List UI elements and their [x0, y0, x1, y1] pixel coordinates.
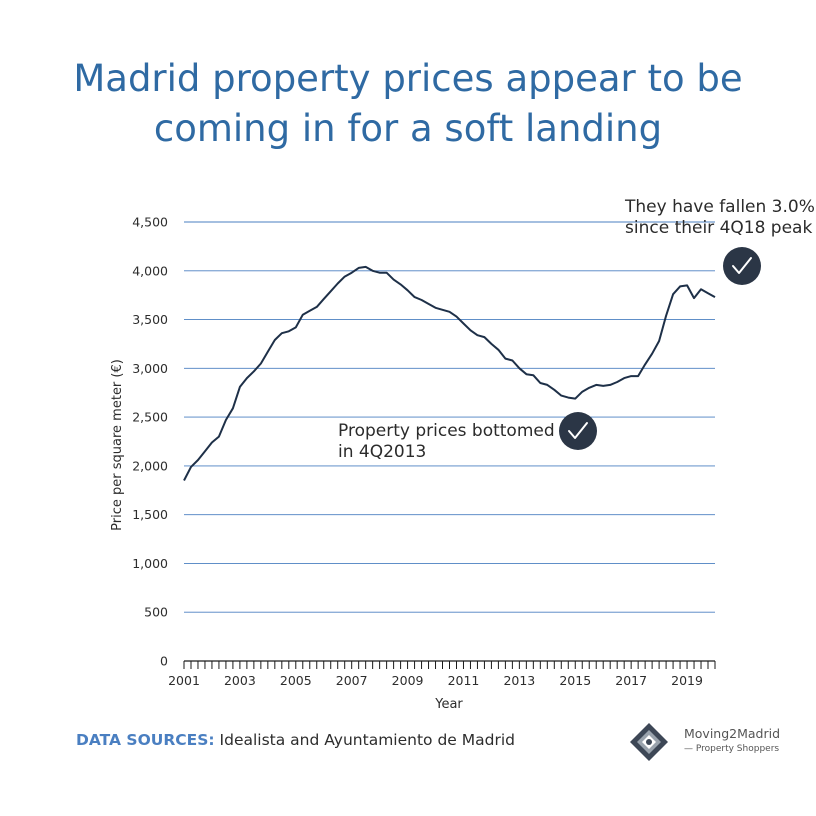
y-tick-label: 2,000: [132, 458, 168, 473]
x-tick-label: 2003: [224, 673, 256, 688]
check-badge-bottom: [559, 412, 597, 450]
logo-brand-name: Moving2Madrid: [684, 726, 781, 741]
check-badge-peak: [723, 247, 761, 285]
y-tick-label: 1,000: [132, 556, 168, 571]
title-line-1: Madrid property prices appear to be: [73, 57, 743, 100]
annotation-peak: They have fallen 3.0% since their 4Q18 p…: [625, 197, 815, 238]
data-sources: DATA SOURCES: Idealista and Ayuntamiento…: [76, 731, 515, 749]
y-tick-label: 4,000: [132, 263, 168, 278]
x-tick-label: 2007: [336, 673, 368, 688]
checkmark-icon: [732, 257, 752, 274]
x-tick-label: 2011: [448, 673, 480, 688]
y-tick-label: 4,500: [132, 215, 168, 230]
x-axis-ticks: [183, 661, 716, 669]
y-tick-label: 0: [160, 654, 168, 669]
data-sources-text: Idealista and Ayuntamiento de Madrid: [214, 731, 515, 749]
title-line-2: coming in for a soft landing: [153, 107, 663, 150]
y-tick-label: 3,500: [132, 312, 168, 327]
x-tick-label: 2015: [559, 673, 591, 688]
x-tick-label: 2009: [392, 673, 424, 688]
diamond-logo-icon: [630, 723, 668, 761]
x-tick-label: 2013: [503, 673, 535, 688]
x-tick-label: 2005: [280, 673, 312, 688]
annotation-bottomed: Property prices bottomed in 4Q2013: [338, 421, 555, 462]
y-tick-label: 1,500: [132, 507, 168, 522]
gridlines: [184, 221, 715, 662]
y-tick-label: 3,000: [132, 361, 168, 376]
y-tick-label: 500: [144, 605, 168, 620]
y-tick-label: 2,500: [132, 410, 168, 425]
price-series-line: [183, 265, 716, 481]
x-tick-label: 2019: [671, 673, 703, 688]
x-tick-labels: 2001 2003 2005 2007 2009 2011 2013 2015 2017 2019: [168, 673, 703, 688]
y-tick-labels: 0 500 1,000 1,500 2,000 2,500 3,000 3,500 4,000 4…: [132, 215, 168, 669]
y-axis-label: Price per square meter (€): [110, 359, 125, 531]
x-tick-label: 2001: [168, 673, 200, 688]
brand-logo: Moving2Madrid — Property Shoppers: [626, 722, 796, 762]
x-axis-label: Year: [434, 697, 463, 712]
logo-tagline: — Property Shoppers: [684, 744, 780, 754]
x-tick-label: 2017: [615, 673, 647, 688]
checkmark-icon: [568, 422, 588, 439]
page-title: Madrid property prices appear to be comi…: [0, 54, 816, 154]
data-sources-label: DATA SOURCES:: [76, 731, 215, 749]
